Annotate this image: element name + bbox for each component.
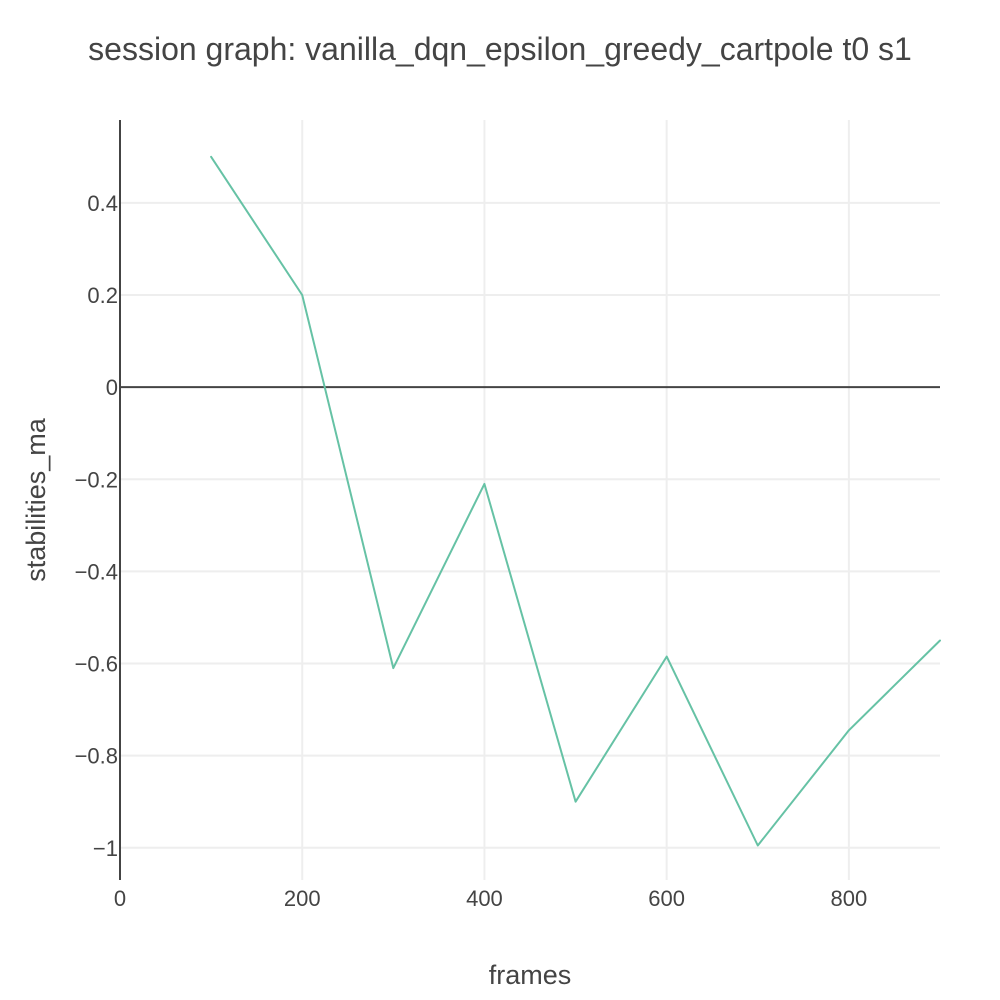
y-tick-label: −0.6	[75, 652, 118, 677]
x-tick-labels: 0 200 400 600 800	[114, 886, 867, 911]
x-axis-title: frames	[489, 960, 572, 990]
y-tick-label: −0.4	[75, 559, 118, 584]
x-tick-label: 400	[466, 886, 503, 911]
x-tick-label: 200	[284, 886, 321, 911]
series-layer	[210, 155, 941, 847]
y-tick-label: 0.4	[87, 191, 118, 216]
y-tick-label: −0.8	[75, 744, 118, 769]
y-tick-labels: 0.4 0.2 0 −0.2 −0.4 −0.6 −0.8 −1	[75, 191, 118, 861]
y-tick-label: −1	[93, 836, 118, 861]
series-line	[210, 155, 941, 847]
y-tick-label: 0.2	[87, 283, 118, 308]
y-tick-label: −0.2	[75, 467, 118, 492]
grid	[120, 120, 940, 880]
x-tick-label: 0	[114, 886, 126, 911]
x-tick-label: 600	[648, 886, 685, 911]
x-tick-label: 800	[831, 886, 868, 911]
y-axis-title: stabilities_ma	[21, 417, 51, 582]
y-tick-label: 0	[106, 375, 118, 400]
chart-title: session graph: vanilla_dqn_epsilon_greed…	[88, 31, 912, 67]
